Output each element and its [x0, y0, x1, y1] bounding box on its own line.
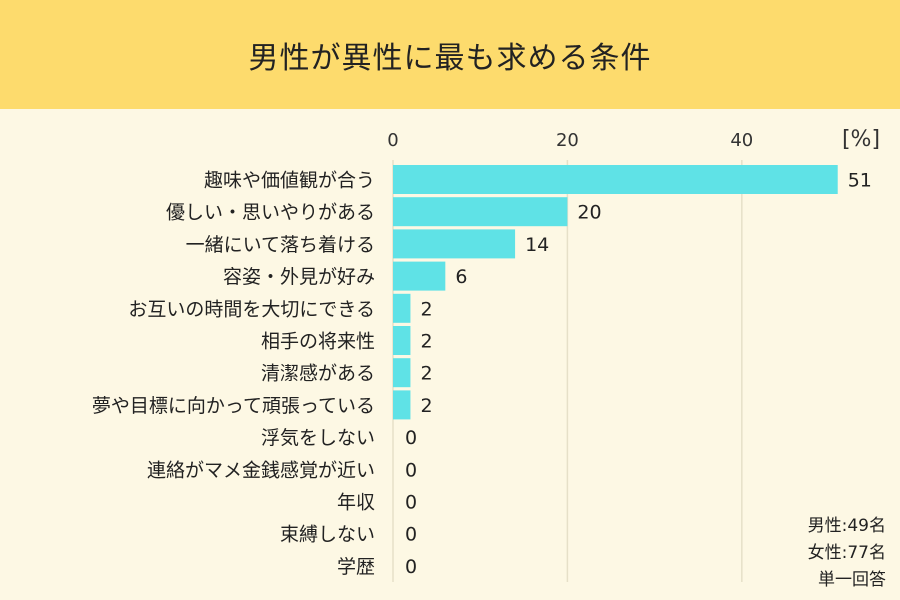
respondent-notes: 男性:49名 女性:77名 単一回答 [808, 513, 886, 594]
category-label: 夢や目標に向かって頑張っている [92, 395, 375, 417]
title-banner: 男性が異性に最も求める条件 [0, 0, 900, 109]
value-label: 14 [525, 234, 549, 256]
x-tick-label: 40 [730, 130, 753, 151]
category-label: 浮気をしない [261, 427, 375, 449]
category-label: 一緒にいて落ち着ける [186, 234, 375, 256]
bar [393, 390, 411, 420]
value-label: 2 [420, 363, 432, 385]
chart-title: 男性が異性に最も求める条件 [248, 40, 652, 76]
value-label: 2 [420, 298, 432, 320]
bar [393, 326, 411, 355]
category-label: 相手の将来性 [261, 331, 375, 353]
x-tick-label: 20 [556, 130, 579, 151]
unit-label: [%] [842, 127, 880, 152]
value-label: 0 [405, 427, 417, 449]
bar [393, 165, 838, 194]
value-label: 6 [455, 266, 467, 288]
value-label: 2 [420, 331, 432, 353]
value-label: 20 [577, 202, 601, 224]
bar [393, 229, 516, 259]
category-label: 趣味や価値観が合う [204, 170, 375, 192]
category-label: 清潔感がある [261, 363, 375, 385]
category-label: 年収 [337, 492, 375, 514]
x-tick-label: 0 [387, 130, 398, 151]
category-label: 優しい・思いやりがある [166, 202, 375, 224]
bar [393, 358, 411, 388]
answer-type-note: 単一回答 [818, 570, 886, 590]
bar [393, 293, 411, 323]
value-label: 0 [405, 556, 417, 578]
value-label: 51 [848, 170, 872, 192]
value-label: 2 [420, 395, 432, 417]
category-label: お互いの時間を大切にできる [128, 298, 375, 320]
male-count-note: 男性:49名 [807, 516, 886, 536]
value-label: 0 [405, 459, 417, 481]
value-label: 0 [405, 524, 417, 546]
category-label: 連絡がマメ金銭感覚が近い [147, 459, 375, 481]
value-label: 0 [405, 492, 417, 514]
category-label: 学歴 [337, 556, 375, 578]
bar [393, 197, 568, 227]
female-count-note: 女性:77名 [807, 543, 886, 563]
category-label: 束縛しない [280, 524, 375, 546]
category-label: 容姿・外見が好み [223, 266, 375, 288]
bar [393, 261, 446, 291]
